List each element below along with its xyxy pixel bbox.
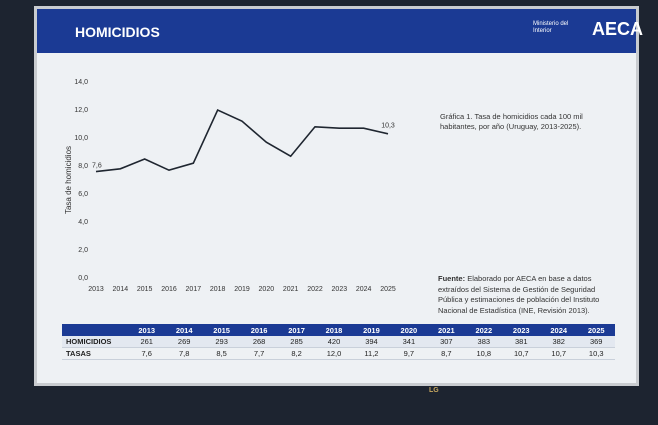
table-row: HOMICIDIOS 261 269 293 268 285 420 394 341 307 383… (62, 336, 615, 348)
y-tick-label: 2,0 (78, 247, 88, 254)
table-cell: 394 (352, 336, 391, 348)
table-cell: 9,7 (390, 347, 428, 360)
header-cell: 2016 (240, 324, 278, 336)
table-cell: 261 (128, 336, 166, 348)
table-cell: 307 (427, 336, 466, 348)
table-cell: 293 (202, 336, 241, 348)
table-body: HOMICIDIOS 261 269 293 268 285 420 394 341 307 383… (62, 336, 615, 360)
table-cell: 10,7 (539, 347, 578, 360)
table-cell: 7,8 (165, 347, 203, 360)
data-label: 10,3 (381, 123, 395, 130)
table-cell: 269 (165, 336, 203, 348)
header-cell: 2020 (390, 324, 428, 336)
slide: HOMICIDIOS Ministerio del Interior AECA (34, 6, 643, 386)
table-cell: 268 (240, 336, 278, 348)
x-tick-label: 2018 (210, 286, 226, 293)
header-cell: 2024 (539, 324, 578, 336)
y-tick-label: 14,0 (74, 79, 88, 86)
y-tick-label: 8,0 (78, 163, 88, 170)
x-tick-label: 2019 (234, 286, 250, 293)
row-label: HOMICIDIOS (62, 336, 128, 348)
x-tick-label: 2021 (283, 286, 299, 293)
x-tick-label: 2013 (88, 286, 104, 293)
source-label: Fuente: (438, 274, 466, 283)
data-table: 2013 2014 2015 2016 2017 2018 2019 2020 2021 2022… (62, 324, 615, 360)
x-tick-label: 2024 (356, 286, 372, 293)
header-title: HOMICIDIOS (75, 24, 160, 40)
table-row: TASAS 7,6 7,8 8,5 7,7 8,2 12,0 11,2 9,7 8,7 10,8 10… (62, 347, 615, 360)
y-tick-label: 6,0 (78, 191, 88, 198)
table-cell: 11,2 (352, 347, 391, 360)
x-tick-label: 2016 (161, 286, 177, 293)
header-cell: 2025 (577, 324, 615, 336)
y-tick-label: 12,0 (74, 107, 88, 114)
table-cell: 420 (315, 336, 353, 348)
header-cell: 2018 (315, 324, 353, 336)
header-cell: 2021 (427, 324, 466, 336)
table-cell: 285 (277, 336, 316, 348)
corner-cell (62, 324, 128, 336)
header-bar: HOMICIDIOS Ministerio del Interior AECA (37, 9, 643, 53)
table-cell: 8,7 (427, 347, 466, 360)
table-cell: 8,2 (277, 347, 316, 360)
brand-logo: AECA (592, 19, 644, 39)
table-cell: 381 (502, 336, 540, 348)
table-cell: 7,7 (240, 347, 278, 360)
table-cell: 10,3 (577, 347, 615, 360)
table-cell: 383 (465, 336, 503, 348)
table-cell: 10,7 (502, 347, 540, 360)
y-axis-label: Tasa de homicidios (64, 146, 73, 214)
y-tick-label: 0,0 (78, 275, 88, 282)
caption: Gráfica 1. Tasa de homicidios cada 100 m… (440, 112, 583, 131)
header-cell: 2022 (465, 324, 503, 336)
x-tick-label: 2015 (137, 286, 153, 293)
header-cell: 2023 (502, 324, 540, 336)
table-cell: 341 (390, 336, 428, 348)
x-tick-label: 2025 (380, 286, 396, 293)
x-tick-label: 2022 (307, 286, 323, 293)
table-header: 2013 2014 2015 2016 2017 2018 2019 2020 2021 2022… (62, 324, 615, 336)
x-tick-label: 2020 (259, 286, 275, 293)
header-cell: 2013 (128, 324, 166, 336)
header-cell: 2015 (202, 324, 241, 336)
bezel-brand: LG (429, 387, 439, 394)
table-cell: 12,0 (315, 347, 353, 360)
table-cell: 382 (539, 336, 578, 348)
x-tick-label: 2017 (186, 286, 202, 293)
y-tick-label: 4,0 (78, 219, 88, 226)
data-label: 7,6 (92, 162, 102, 169)
x-tick-label: 2014 (113, 286, 129, 293)
header-cell: 2014 (165, 324, 203, 336)
row-label: TASAS (62, 347, 128, 360)
y-tick-label: 10,0 (74, 135, 88, 142)
ministry-logo: Ministerio del Interior (533, 21, 569, 34)
source-text: Elaborado por AECA en base a datos extra… (438, 274, 600, 315)
table-cell: 8,5 (202, 347, 241, 360)
line (95, 108, 389, 173)
table-cell: 7,6 (128, 347, 166, 360)
table-cell: 10,8 (465, 347, 503, 360)
table-cell: 369 (577, 336, 615, 348)
source: Fuente: Elaborado por AECA en base a dat… (438, 274, 618, 316)
header-cell: 2019 (352, 324, 391, 336)
x-tick-label: 2023 (332, 286, 348, 293)
header-cell: 2017 (277, 324, 316, 336)
